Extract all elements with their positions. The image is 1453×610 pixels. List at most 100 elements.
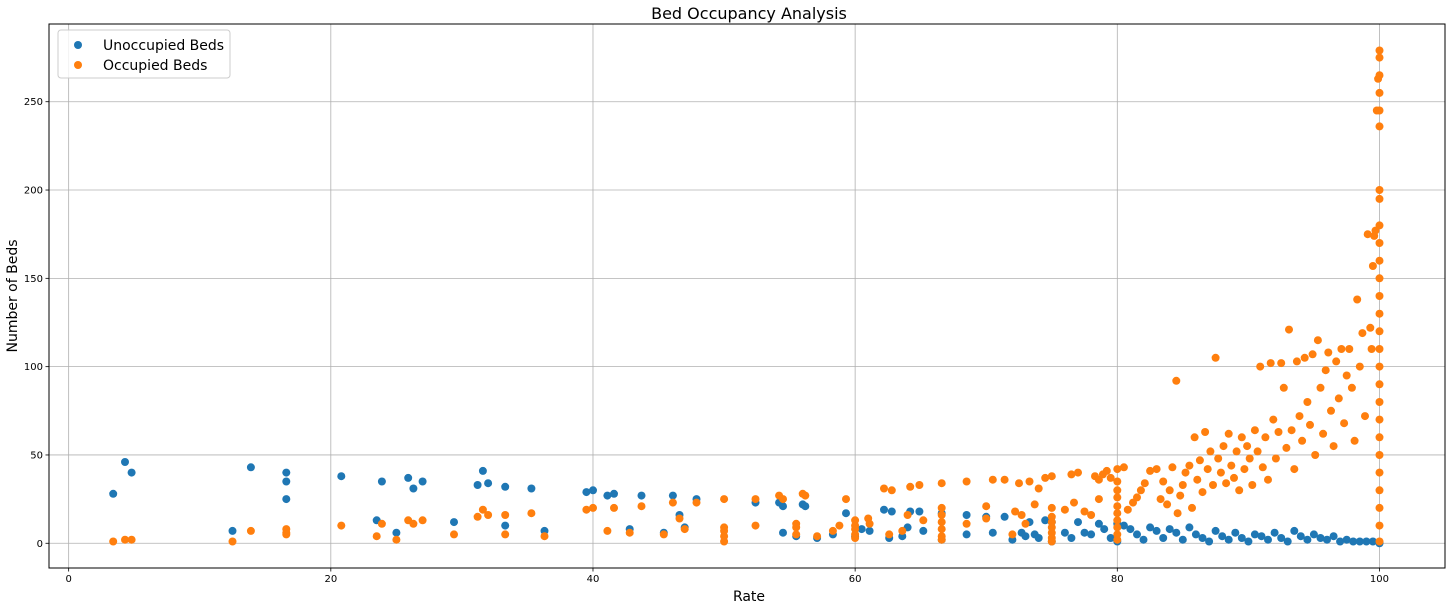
data-point xyxy=(1375,122,1384,131)
data-point xyxy=(409,484,418,493)
data-point xyxy=(1309,530,1318,539)
data-point xyxy=(1094,495,1103,504)
data-point xyxy=(1080,528,1089,537)
data-point xyxy=(680,525,689,534)
data-point xyxy=(1342,535,1351,544)
data-point xyxy=(1368,262,1377,270)
data-point xyxy=(1375,106,1384,115)
data-point xyxy=(1113,535,1122,544)
data-point xyxy=(1211,526,1220,535)
data-point xyxy=(1232,447,1241,456)
data-point xyxy=(228,537,237,546)
data-point xyxy=(1113,477,1122,486)
data-point xyxy=(603,526,612,535)
data-point xyxy=(1264,535,1272,544)
data-point xyxy=(589,486,597,495)
data-point xyxy=(1336,537,1345,546)
data-point xyxy=(1375,398,1384,406)
data-point xyxy=(962,477,971,486)
data-point xyxy=(484,479,493,488)
data-point xyxy=(1185,461,1194,470)
data-point xyxy=(1375,468,1384,477)
data-point xyxy=(792,530,801,539)
data-point xyxy=(915,481,924,489)
data-point xyxy=(1258,463,1267,472)
data-point xyxy=(1375,256,1384,265)
data-point xyxy=(527,484,536,493)
data-point xyxy=(1178,535,1187,544)
data-point xyxy=(1367,345,1376,353)
data-point xyxy=(1139,535,1148,544)
data-point xyxy=(1306,420,1314,429)
data-point xyxy=(1030,500,1039,509)
data-point xyxy=(1087,511,1096,519)
data-point xyxy=(865,519,874,528)
data-point xyxy=(1146,523,1155,532)
data-point xyxy=(1316,534,1325,542)
data-point xyxy=(1303,398,1312,406)
data-point xyxy=(1329,532,1338,541)
data-point xyxy=(1216,468,1225,477)
data-point xyxy=(1319,429,1328,438)
data-point xyxy=(484,511,493,519)
data-point xyxy=(1345,345,1354,353)
data-point xyxy=(919,516,928,525)
data-point xyxy=(1165,486,1174,495)
data-point xyxy=(1198,534,1207,542)
data-point xyxy=(409,519,418,528)
data-point xyxy=(692,498,701,507)
axis-ticks: 0 20 40 60 80 100 0 50 100 150 200 250 xyxy=(24,97,1389,585)
data-point xyxy=(1230,473,1238,482)
data-point xyxy=(1285,325,1293,334)
data-point xyxy=(751,495,760,504)
data-point xyxy=(1133,493,1141,502)
data-point xyxy=(1375,521,1384,530)
chart-title: Bed Occupancy Analysis xyxy=(651,4,847,23)
data-point xyxy=(582,505,591,514)
data-point xyxy=(1277,534,1286,542)
data-point xyxy=(1324,348,1333,357)
data-point xyxy=(1375,486,1384,495)
data-point xyxy=(1279,383,1288,392)
data-point xyxy=(1264,475,1272,484)
data-point xyxy=(1355,362,1364,371)
data-point xyxy=(779,528,787,537)
data-point xyxy=(880,505,888,514)
x-tick-label: 0 xyxy=(65,574,71,585)
x-tick-label: 40 xyxy=(587,574,600,585)
data-point xyxy=(392,528,401,537)
data-point xyxy=(1327,406,1335,415)
data-point xyxy=(835,521,844,530)
data-point xyxy=(1060,505,1069,514)
data-point xyxy=(792,523,801,532)
data-point xyxy=(1113,523,1122,532)
data-point xyxy=(1126,525,1135,534)
data-point xyxy=(1008,530,1017,539)
data-point xyxy=(1047,503,1056,512)
data-point xyxy=(282,530,291,539)
data-point xyxy=(1021,532,1030,541)
x-axis-label: Rate xyxy=(733,589,765,605)
data-point xyxy=(1119,521,1128,530)
data-point xyxy=(1355,537,1364,546)
data-point xyxy=(1159,534,1168,542)
data-point xyxy=(1206,447,1215,456)
data-point xyxy=(1349,537,1358,546)
data-point xyxy=(887,486,896,495)
data-point xyxy=(1290,526,1299,535)
data-point xyxy=(582,488,591,497)
data-point xyxy=(637,502,646,511)
data-point xyxy=(1000,475,1009,484)
data-point xyxy=(1219,442,1228,451)
data-point xyxy=(962,519,971,528)
data-point xyxy=(1261,433,1270,442)
data-point xyxy=(589,503,597,512)
data-point xyxy=(1290,465,1299,474)
legend-label-unoccupied: Unoccupied Beds xyxy=(103,38,224,54)
data-point xyxy=(473,512,482,521)
data-point xyxy=(1113,509,1122,518)
data-point xyxy=(1188,503,1196,512)
data-point xyxy=(1287,426,1296,435)
